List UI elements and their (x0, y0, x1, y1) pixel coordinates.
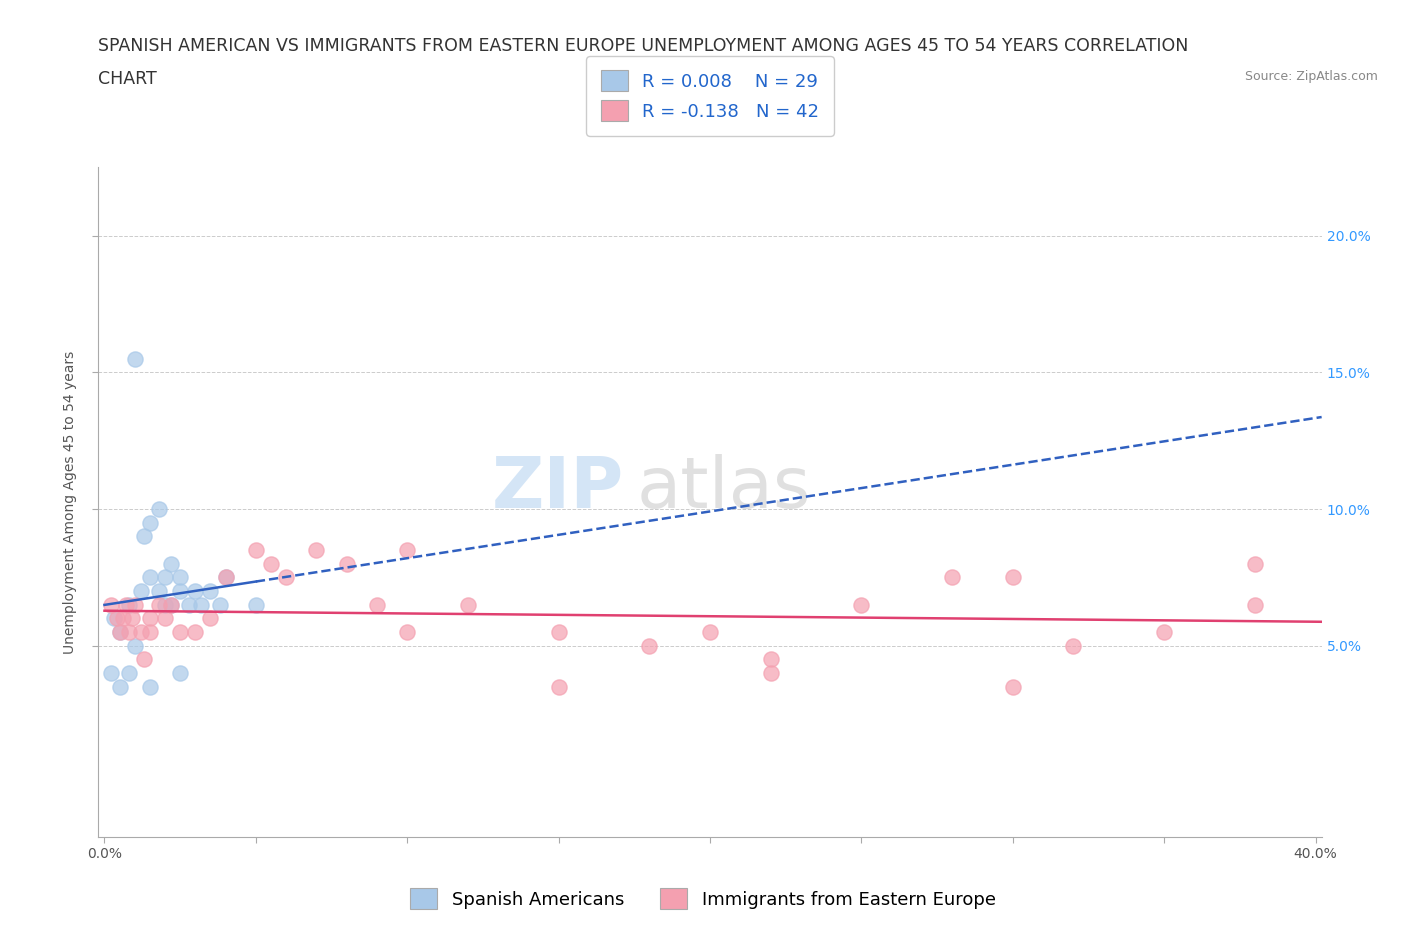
Point (245, 542, 267, 557)
Point (139, 570, 162, 585)
Point (118, 597, 141, 612)
Point (118, 625, 141, 640)
Point (148, 597, 170, 612)
Point (245, 597, 267, 612)
Point (366, 597, 388, 612)
Text: SPANISH AMERICAN VS IMMIGRANTS FROM EASTERN EUROPE UNEMPLOYMENT AMONG AGES 45 TO: SPANISH AMERICAN VS IMMIGRANTS FROM EAST… (98, 37, 1189, 55)
Point (396, 542, 419, 557)
Point (103, 611, 125, 626)
Point (124, 638, 146, 653)
Text: Source: ZipAtlas.com: Source: ZipAtlas.com (1244, 70, 1378, 83)
Legend: Spanish Americans, Immigrants from Eastern Europe: Spanish Americans, Immigrants from Easte… (404, 881, 1002, 916)
Point (214, 570, 236, 585)
Point (148, 584, 170, 599)
Point (1244, 556, 1267, 571)
Point (160, 597, 183, 612)
Point (1153, 625, 1175, 640)
Point (276, 570, 298, 585)
Point (129, 625, 152, 640)
Point (396, 625, 419, 640)
Point (153, 597, 176, 612)
Point (139, 611, 162, 626)
Point (108, 625, 131, 640)
Point (118, 666, 141, 681)
Point (200, 611, 222, 626)
Point (1001, 679, 1024, 694)
Point (108, 625, 131, 640)
Point (153, 570, 176, 585)
Point (941, 570, 963, 585)
Point (139, 679, 162, 694)
Point (132, 652, 155, 667)
Point (759, 652, 782, 667)
Point (190, 597, 212, 612)
Text: ZIP: ZIP (492, 455, 624, 524)
Point (139, 625, 162, 640)
Point (160, 597, 183, 612)
Point (139, 515, 162, 530)
Point (129, 584, 152, 599)
Point (208, 597, 231, 612)
Point (305, 542, 328, 557)
Point (111, 611, 134, 626)
Point (547, 679, 569, 694)
Point (132, 529, 155, 544)
Point (1244, 597, 1267, 612)
Point (547, 625, 569, 640)
Point (169, 584, 191, 599)
Point (160, 556, 183, 571)
Point (124, 352, 146, 366)
Point (184, 625, 207, 640)
Point (184, 584, 207, 599)
Point (121, 611, 143, 626)
Point (169, 666, 191, 681)
Point (851, 597, 873, 612)
Legend: R = 0.008    N = 29, R = -0.138   N = 42: R = 0.008 N = 29, R = -0.138 N = 42 (586, 56, 834, 136)
Point (124, 597, 146, 612)
Point (105, 611, 128, 626)
Point (100, 597, 122, 612)
Point (457, 597, 479, 612)
Point (108, 679, 131, 694)
Point (1001, 570, 1024, 585)
Point (214, 570, 236, 585)
Point (638, 638, 661, 653)
Point (179, 597, 201, 612)
Point (153, 611, 176, 626)
Text: CHART: CHART (98, 70, 157, 87)
Y-axis label: Unemployment Among Ages 45 to 54 years: Unemployment Among Ages 45 to 54 years (63, 351, 77, 654)
Point (169, 570, 191, 585)
Point (1062, 638, 1084, 653)
Text: atlas: atlas (637, 455, 811, 524)
Point (169, 625, 191, 640)
Point (699, 625, 721, 640)
Point (200, 584, 222, 599)
Point (759, 666, 782, 681)
Point (100, 666, 122, 681)
Point (114, 597, 136, 612)
Point (260, 556, 283, 571)
Point (336, 556, 359, 571)
Point (148, 501, 170, 516)
